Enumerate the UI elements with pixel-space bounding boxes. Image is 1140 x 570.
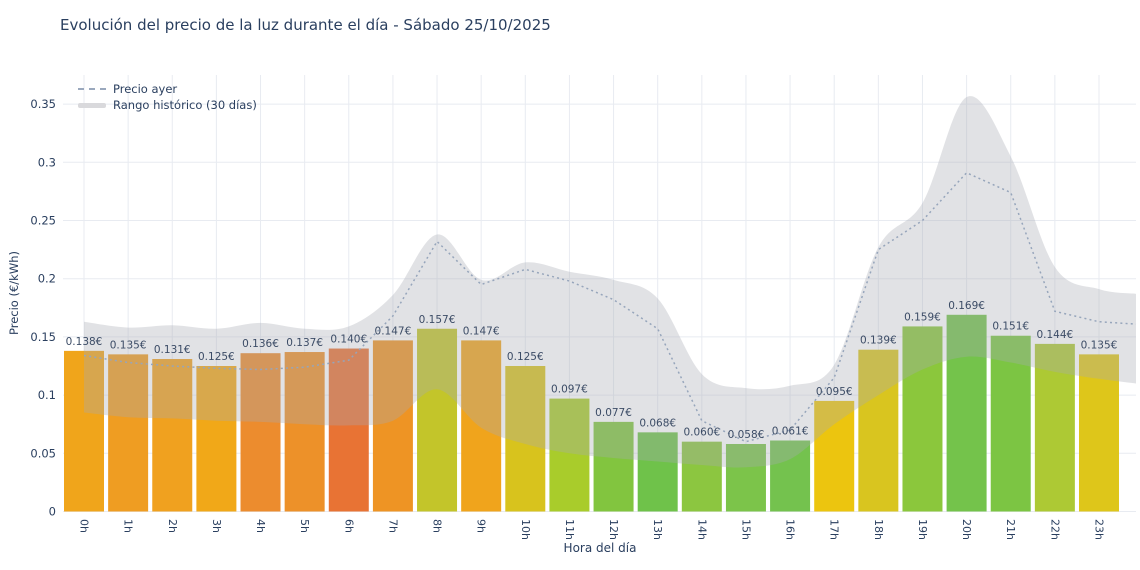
y-tick-label: 0 (49, 505, 56, 519)
bar-value-label: 0.061€ (772, 425, 809, 437)
bar-value-label: 0.077€ (595, 407, 632, 419)
bar-value-label: 0.136€ (242, 338, 279, 350)
bar-value-label: 0.125€ (507, 351, 544, 363)
bar-value-label: 0.060€ (683, 427, 720, 439)
bar-19h[interactable] (902, 326, 943, 512)
y-tick-label: 0.25 (30, 214, 56, 228)
bar-4h[interactable] (240, 353, 281, 512)
bar-16h[interactable] (770, 440, 811, 512)
bar-value-label: 0.131€ (154, 344, 191, 356)
bar-21h[interactable] (990, 335, 1031, 512)
bar-value-label: 0.137€ (286, 337, 323, 349)
x-tick-label: 22h (1048, 519, 1061, 540)
x-tick-label: 1h (122, 519, 135, 533)
x-tick-label: 8h (431, 519, 444, 533)
band-swatch-icon (78, 102, 106, 108)
x-tick-label: 21h (1004, 519, 1017, 540)
bar-value-label: 0.095€ (816, 386, 853, 398)
x-tick-label: 4h (254, 519, 267, 533)
bar-value-label: 0.068€ (639, 417, 676, 429)
bar-23h[interactable] (1078, 354, 1119, 512)
bar-7h[interactable] (372, 340, 413, 512)
x-tick-label: 7h (386, 519, 399, 533)
bar-20h[interactable] (946, 314, 987, 512)
x-tick-label: 20h (960, 519, 973, 540)
bar-14h[interactable] (681, 441, 722, 512)
bar-17h[interactable] (814, 400, 855, 512)
bar-value-label: 0.147€ (463, 325, 500, 337)
bar-value-labels: 0.138€ 0.135€ 0.131€ 0.125€ 0.136€ 0.137€ 0.14… (66, 300, 1118, 441)
y-tick-label: 0.1 (38, 388, 56, 402)
bar-value-label: 0.058€ (728, 429, 765, 441)
dashed-line-icon (78, 88, 106, 90)
bar-value-label: 0.097€ (551, 384, 588, 396)
bar-18h[interactable] (858, 349, 899, 512)
bar-11h[interactable] (549, 398, 590, 512)
bar-value-label: 0.139€ (860, 335, 897, 347)
bar-12h[interactable] (593, 421, 634, 512)
x-tick-label: 18h (872, 519, 885, 540)
x-tick-label: 3h (210, 519, 223, 533)
x-tick-label: 15h (739, 519, 752, 540)
x-tick-label: 9h (475, 519, 488, 533)
bar-value-label: 0.135€ (110, 339, 147, 351)
x-tick-label: 11h (563, 519, 576, 540)
x-tick-label: 13h (651, 519, 664, 540)
bar-0h[interactable] (64, 350, 104, 512)
x-tick-label: 14h (695, 519, 708, 540)
y-tick-label: 0.2 (38, 272, 56, 286)
legend-item-rango-historico[interactable]: Rango histórico (30 días) (78, 98, 257, 112)
legend-item-precio-ayer[interactable]: Precio ayer (78, 82, 257, 96)
bar-5h[interactable] (284, 352, 325, 512)
x-axis-title: Hora del día (563, 541, 637, 555)
x-tick-label: 10h (519, 519, 532, 540)
x-tick-label: 19h (916, 519, 929, 540)
bar-value-label: 0.151€ (992, 321, 1029, 333)
bar-value-label: 0.135€ (1081, 339, 1118, 351)
yesterday-price-line[interactable] (83, 171, 1137, 443)
y-tick-label: 0.35 (30, 97, 56, 111)
historic-range-band[interactable] (84, 96, 1136, 468)
bar-10h[interactable] (505, 366, 546, 512)
bar-value-label: 0.159€ (904, 311, 941, 323)
bar-value-label: 0.147€ (375, 325, 412, 337)
x-tick-label: 6h (342, 519, 355, 533)
x-tick-label: 17h (828, 519, 841, 540)
bar-22h[interactable] (1034, 343, 1075, 512)
bar-value-label: 0.138€ (66, 336, 103, 348)
x-tick-label: 23h (1092, 519, 1105, 540)
legend: Precio ayer Rango histórico (30 días) (78, 82, 257, 112)
legend-label: Rango histórico (30 días) (113, 98, 257, 112)
y-tick-label: 0.05 (30, 446, 56, 460)
bar-1h[interactable] (108, 354, 149, 512)
bars (64, 314, 1119, 512)
y-tick-label: 0.3 (38, 155, 56, 169)
bar-value-label: 0.169€ (948, 300, 985, 312)
bar-3h[interactable] (196, 366, 237, 512)
x-tick-label: 0h (78, 519, 91, 533)
chart-title: Evolución del precio de la luz durante e… (60, 16, 551, 34)
x-tick-label: 2h (166, 519, 179, 533)
x-tick-label: 16h (784, 519, 797, 540)
bar-13h[interactable] (637, 432, 678, 512)
bar-2h[interactable] (152, 359, 193, 512)
bar-8h[interactable] (417, 328, 458, 512)
bar-value-label: 0.125€ (198, 351, 235, 363)
y-tick-label: 0.15 (30, 330, 56, 344)
x-tick-label: 5h (298, 519, 311, 533)
bar-15h[interactable] (725, 443, 766, 512)
legend-label: Precio ayer (113, 82, 178, 96)
bar-value-label: 0.157€ (419, 314, 456, 326)
bar-6h[interactable] (328, 348, 369, 512)
x-tick-labels: 0h 1h 2h 3h 4h 5h 6h 7h 8h 9h 10h 11h 12h 13h 14h 15h 16… (78, 519, 1106, 540)
bar-9h[interactable] (461, 340, 502, 512)
bar-value-label: 0.144€ (1036, 329, 1073, 341)
x-tick-label: 12h (607, 519, 620, 540)
bar-value-label: 0.140€ (330, 334, 367, 346)
